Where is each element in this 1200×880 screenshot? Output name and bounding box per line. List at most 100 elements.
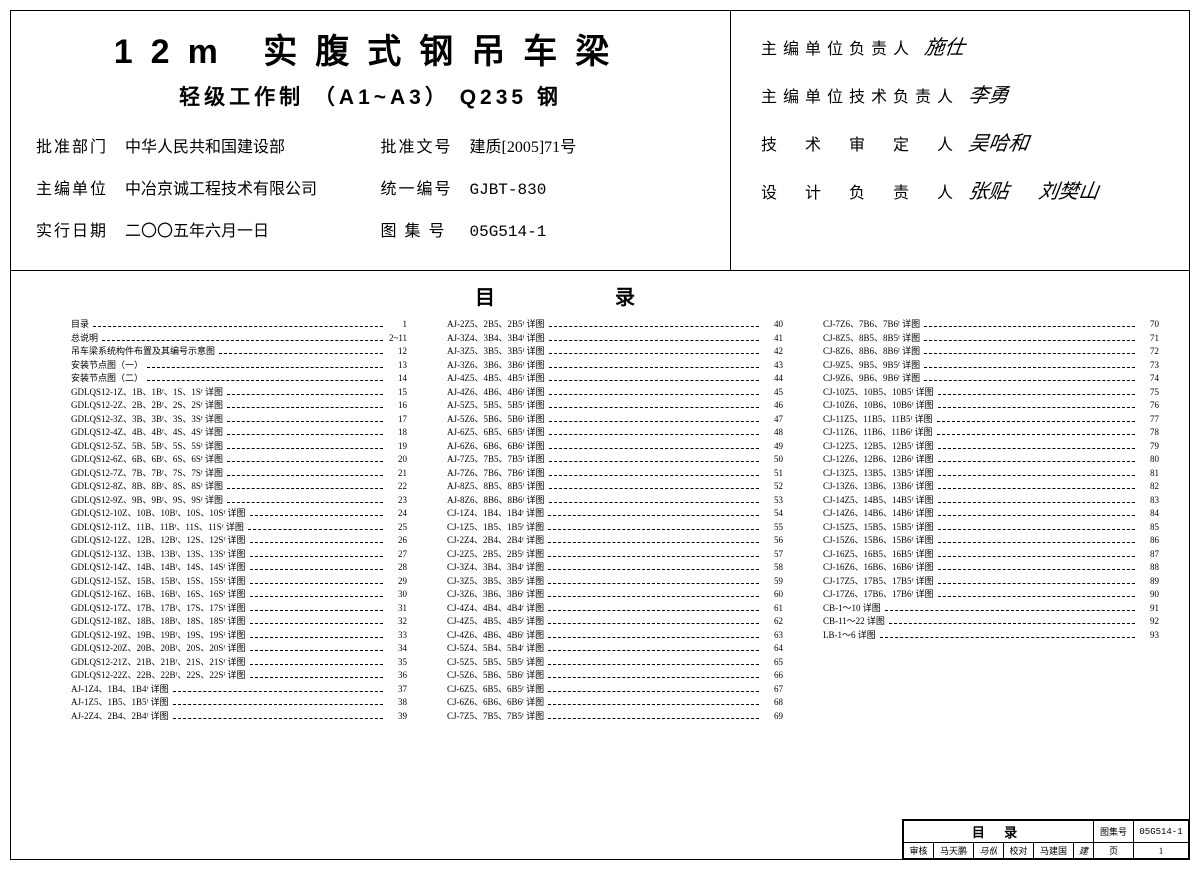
- toc-page: 75: [1139, 386, 1159, 400]
- atlas-no: 05G514-1: [470, 223, 547, 241]
- toc-column-3: CJ-7Z6、7B6、7B6ᶠ 详图70CJ-8Z5、8B5、8B5ᶠ 详图71…: [823, 318, 1159, 723]
- toc-dash: [548, 691, 759, 692]
- toc-line: CJ-17Z5、17B5、17B5ᶠ 详图89: [823, 575, 1159, 589]
- toc-dash: [938, 569, 1135, 570]
- toc-line: CJ-7Z6、7B6、7B6ᶠ 详图70: [823, 318, 1159, 332]
- toc-dash: [248, 529, 383, 530]
- toc-dash: [924, 367, 1135, 368]
- toc-page: 79: [1139, 440, 1159, 454]
- toc-page: 46: [763, 399, 783, 413]
- toc-line: CJ-4Z4、4B4、4B4ᶠ 详图61: [447, 602, 783, 616]
- toc-text: GDLQS12-10Z、10B、10Bᶠ、10S、10Sᶠ 详图: [71, 507, 246, 521]
- toc-line: GDLQS12-3Z、3B、3Bᶠ、3S、3Sᶠ 详图17: [71, 413, 407, 427]
- toc-line: GDLQS12-9Z、9B、9Bᶠ、9S、9Sᶠ 详图23: [71, 494, 407, 508]
- tblock-page-no: 1: [1134, 843, 1189, 859]
- toc-line: GDLQS12-16Z、16B、16Bᶠ、16S、16Sᶠ 详图30: [71, 588, 407, 602]
- toc-dash: [250, 542, 383, 543]
- toc-page: 69: [763, 710, 783, 724]
- toc-page: 62: [763, 615, 783, 629]
- toc-line: CJ-9Z6、9B6、9B6ᶠ 详图74: [823, 372, 1159, 386]
- toc-dash: [147, 367, 383, 368]
- toc-line: GDLQS12-6Z、6B、6Bᶠ、6S、6Sᶠ 详图20: [71, 453, 407, 467]
- tblock-check-name: 马天鹏: [934, 843, 974, 859]
- toc-page: 61: [763, 602, 783, 616]
- toc-dash: [885, 610, 1135, 611]
- toc-line: AJ-8Z5、8B5、8B5ᶠ 详图52: [447, 480, 783, 494]
- toc-page: 88: [1139, 561, 1159, 575]
- toc-page: 68: [763, 696, 783, 710]
- toc-dash: [227, 502, 383, 503]
- toc-line: GDLQS12-19Z、19B、19Bᶠ、19S、19Sᶠ 详图33: [71, 629, 407, 643]
- toc-page: 90: [1139, 588, 1159, 602]
- toc-page: 50: [763, 453, 783, 467]
- toc-body: 目录 目录1总说明2~11吊车梁系统构件布置及其编号示意图12安装节点图（一）1…: [11, 271, 1189, 859]
- toc-page: 36: [387, 669, 407, 683]
- toc-dash: [250, 623, 383, 624]
- toc-text: CJ-15Z6、15B6、15B6ᶠ 详图: [823, 534, 934, 548]
- toc-line: CJ-13Z6、13B6、13B6ᶠ 详图 82: [823, 480, 1159, 494]
- toc-dash: [938, 556, 1135, 557]
- toc-page: 93: [1139, 629, 1159, 643]
- toc-text: GDLQS12-14Z、14B、14Bᶠ、14S、14Sᶠ 详图: [71, 561, 246, 575]
- toc-page: 91: [1139, 602, 1159, 616]
- effective-date: 二〇〇五年六月一日: [125, 217, 269, 241]
- toc-dash: [250, 569, 383, 570]
- toc-text: GDLQS12-3Z、3B、3Bᶠ、3S、3Sᶠ 详图: [71, 413, 223, 427]
- toc-line: CJ-10Z5、10B5、10B5ᶠ 详图 75: [823, 386, 1159, 400]
- toc-dash: [548, 650, 759, 651]
- toc-text: CJ-5Z5、5B5、5B5ᶠ 详图: [447, 656, 544, 670]
- toc-text: CJ-9Z6、9B6、9B6ᶠ 详图: [823, 372, 920, 386]
- toc-line: GDLQS12-14Z、14B、14Bᶠ、14S、14Sᶠ 详图28: [71, 561, 407, 575]
- toc-dash: [227, 421, 383, 422]
- toc-line: AJ-4Z5、4B5、4B5ᶠ 详图44: [447, 372, 783, 386]
- toc-page: 35: [387, 656, 407, 670]
- toc-dash: [147, 380, 383, 381]
- toc-dash: [549, 502, 759, 503]
- toc-page: 82: [1139, 480, 1159, 494]
- tblock-proof-name: 马建国: [1033, 843, 1073, 859]
- tblock-name: 目 录: [904, 821, 1094, 843]
- toc-text: CJ-13Z5、13B5、13B5ᶠ 详图: [823, 467, 934, 481]
- toc-text: CJ-13Z6、13B6、13B6ᶠ 详图: [823, 480, 934, 494]
- toc-page: 70: [1139, 318, 1159, 332]
- toc-line: GDLQS12-1Z、1B、1Bᶠ、1S、1Sᶠ 详图15: [71, 386, 407, 400]
- toc-text: AJ-1Z5、1B5、1B5ᶠ 详图: [71, 696, 169, 710]
- toc-text: CJ-10Z5、10B5、10B5ᶠ 详图: [823, 386, 934, 400]
- toc-dash: [889, 623, 1135, 624]
- toc-page: 44: [763, 372, 783, 386]
- toc-text: CJ-12Z5、12B5、12B5ᶠ 详图: [823, 440, 934, 454]
- toc-text: AJ-4Z6、4B6、4B6ᶠ 详图: [447, 386, 545, 400]
- toc-line: CJ-17Z6、17B6、17B6ᶠ 详图90: [823, 588, 1159, 602]
- toc-page: 18: [387, 426, 407, 440]
- toc-text: CJ-14Z6、14B6、14B6ᶠ 详图: [823, 507, 934, 521]
- toc-dash: [549, 448, 759, 449]
- tblock-page-label: 页: [1094, 843, 1134, 859]
- toc-text: AJ-5Z6、5B6、5B6ᶠ 详图: [447, 413, 545, 427]
- toc-dash: [548, 664, 759, 665]
- toc-text: GDLQS12-21Z、21B、21Bᶠ、21S、21Sᶠ 详图: [71, 656, 246, 670]
- toc-dash: [938, 583, 1135, 584]
- toc-text: 安装节点图（一）: [71, 359, 143, 373]
- toc-page: 30: [387, 588, 407, 602]
- title-sub: 轻级工作制 （A1~A3） Q235 钢: [36, 81, 705, 111]
- toc-page: 89: [1139, 575, 1159, 589]
- toc-text: CJ-8Z5、8B5、8B5ᶠ 详图: [823, 332, 920, 346]
- toc-text: CJ-8Z6、8B6、8B6ᶠ 详图: [823, 345, 920, 359]
- toc-line: AJ-6Z5、6B5、6B5ᶠ 详图48: [447, 426, 783, 440]
- toc-dash: [549, 394, 759, 395]
- toc-dash: [173, 718, 383, 719]
- toc-text: AJ-2Z5、2B5、2B5ᶠ 详图: [447, 318, 545, 332]
- toc-page: 21: [387, 467, 407, 481]
- toc-dash: [938, 529, 1135, 530]
- toc-text: CJ-6Z5、6B5、6B5ᶠ 详图: [447, 683, 544, 697]
- toc-text: GDLQS12-7Z、7B、7Bᶠ、7S、7Sᶠ 详图: [71, 467, 223, 481]
- toc-page: 31: [387, 602, 407, 616]
- sig-editor-unit: 施仕: [923, 31, 967, 60]
- toc-text: CJ-15Z5、15B5、15B5ᶠ 详图: [823, 521, 934, 535]
- toc-dash: [549, 434, 759, 435]
- toc-dash: [937, 421, 1135, 422]
- toc-page: 51: [763, 467, 783, 481]
- toc-text: CJ-3Z4、3B4、3B4ᶠ 详图: [447, 561, 544, 575]
- toc-dash: [938, 596, 1135, 597]
- toc-dash: [938, 502, 1135, 503]
